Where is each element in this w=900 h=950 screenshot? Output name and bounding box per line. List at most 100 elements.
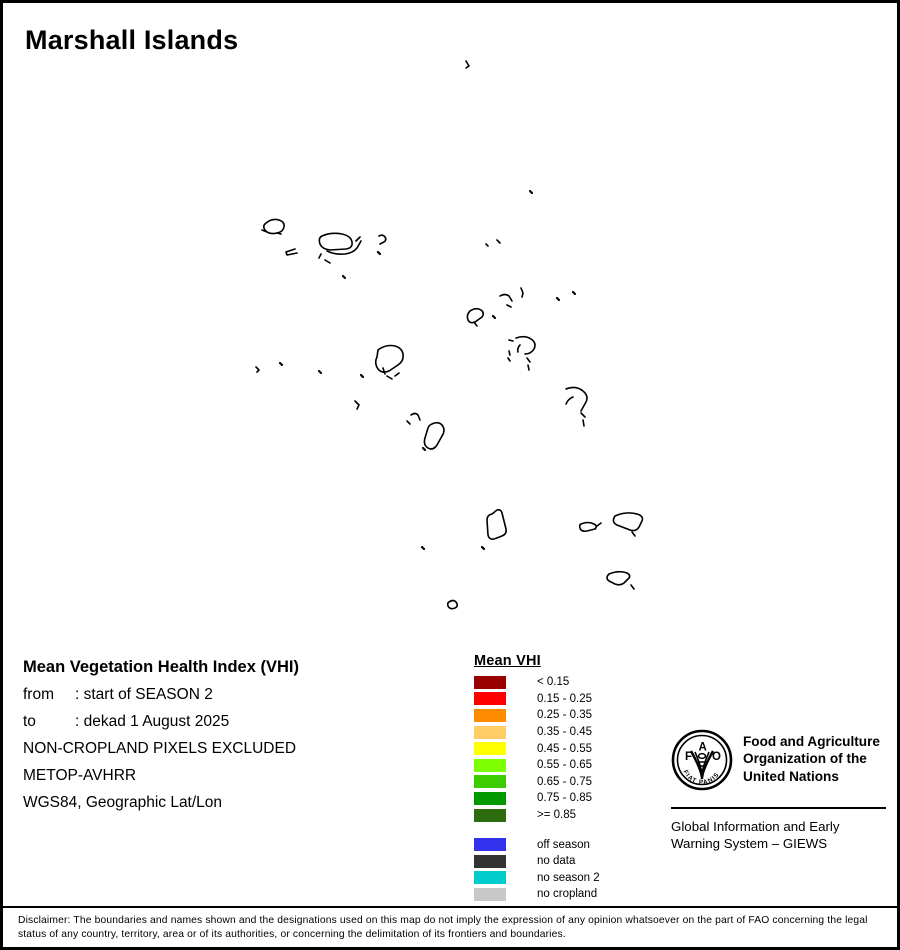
- legend-class-label: 0.75 - 0.85: [537, 792, 592, 805]
- atoll-arno: [480, 545, 486, 551]
- legend-class-label: 0.35 - 0.45: [537, 726, 592, 739]
- atoll-speck-e: [555, 296, 561, 302]
- giews-line-1: Global Information and Early: [671, 819, 840, 834]
- legend-class-row[interactable]: 0.55 - 0.65: [474, 757, 600, 774]
- legend-class-list: < 0.15 0.15 - 0.25 0.25 - 0.35 0.35 - 0.45 0…: [474, 674, 600, 823]
- legend-class-swatch: [474, 708, 506, 722]
- info-to-key: to: [23, 713, 36, 730]
- info-to-value: : dekad 1 August 2025: [75, 713, 230, 730]
- atoll-taongi: [528, 189, 534, 195]
- legend-class-label: 0.45 - 0.55: [537, 742, 592, 755]
- atoll-bikini: [318, 232, 353, 251]
- atoll-speck-d: [359, 373, 365, 379]
- legend: Mean VHI < 0.15 0.15 - 0.25 0.25 - 0.35 0.3…: [474, 653, 600, 903]
- legend-class-swatch: [474, 775, 506, 789]
- atoll-namu: [354, 400, 360, 410]
- legend-class-swatch: [474, 758, 506, 772]
- legend-class-row[interactable]: 0.45 - 0.55: [474, 740, 600, 757]
- legend-status-row[interactable]: no season 2: [474, 870, 600, 887]
- info-note: NON-CROPLAND PIXELS EXCLUDED: [23, 740, 297, 757]
- fao-org-line-1: Food and Agriculture: [743, 734, 880, 749]
- legend-class-row[interactable]: 0.75 - 0.85: [474, 790, 600, 807]
- atoll-jaluit: [423, 421, 445, 450]
- svg-text:O: O: [712, 751, 721, 763]
- atoll-speck-b: [341, 274, 347, 280]
- atoll-kwajalein: [374, 344, 404, 380]
- atoll-erikub: [507, 350, 511, 362]
- legend-class-label: 0.55 - 0.65: [537, 759, 592, 772]
- atoll-kili: [420, 545, 426, 551]
- legend-class-swatch: [474, 675, 506, 689]
- atoll-wotje: [565, 386, 588, 427]
- svg-text:F: F: [685, 751, 692, 763]
- legend-class-row[interactable]: 0.25 - 0.35: [474, 707, 600, 724]
- atoll-rongerik: [378, 234, 387, 245]
- info-from-key: from: [23, 686, 54, 703]
- fao-organization-name: Food and Agriculture Organization of the…: [743, 729, 880, 785]
- legend-status-row[interactable]: off season: [474, 836, 600, 853]
- atoll-arno-east: [606, 570, 635, 590]
- atoll-ailuk: [520, 287, 524, 298]
- legend-class-swatch: [474, 742, 506, 756]
- svg-text:A: A: [699, 742, 707, 754]
- disclaimer-divider: [3, 906, 897, 908]
- info-row-to: to : dekad 1 August 2025: [23, 713, 453, 731]
- map-vector-layer: [3, 58, 897, 628]
- fao-branding-block: F A O FIAT PANIS Food and Agriculture Or…: [671, 729, 886, 853]
- legend-class-label: 0.25 - 0.35: [537, 709, 592, 722]
- legend-status-label: no season 2: [537, 871, 600, 884]
- fao-divider: [671, 807, 886, 809]
- giews-line-2: Warning System – GIEWS: [671, 836, 828, 852]
- atoll-aur: [466, 307, 485, 327]
- atoll-bokak: [465, 60, 470, 69]
- legend-class-row[interactable]: 0.35 - 0.45: [474, 724, 600, 741]
- info-heading: Mean Vegetation Health Index (VHI): [23, 658, 299, 676]
- legend-status-label: no data: [537, 855, 576, 868]
- legend-status-list: off season no data no season 2 no cropland: [474, 836, 600, 902]
- map-canvas[interactable]: [3, 58, 897, 628]
- legend-class-swatch: [474, 692, 506, 706]
- legend-spacer: [474, 823, 600, 836]
- legend-status-row[interactable]: no data: [474, 853, 600, 870]
- atoll-majuro: [486, 509, 507, 540]
- fao-emblem-icon: F A O FIAT PANIS: [671, 729, 733, 796]
- info-row-from: from : start of SEASON 2: [23, 686, 453, 704]
- legend-class-row[interactable]: >= 0.85: [474, 807, 600, 824]
- atoll-ujelang: [255, 366, 260, 373]
- atoll-speck-a: [376, 250, 382, 256]
- atoll-wotho: [318, 253, 331, 264]
- legend-class-row[interactable]: < 0.15: [474, 674, 600, 691]
- legend-class-label: 0.15 - 0.25: [537, 692, 592, 705]
- giews-system-name: Global Information and Early Warning Sys…: [671, 818, 886, 853]
- legend-class-swatch: [474, 725, 506, 739]
- legend-status-swatch: [474, 871, 506, 885]
- legend-class-label: 0.65 - 0.75: [537, 775, 592, 788]
- atoll-knox: [578, 521, 602, 532]
- atoll-utirik: [485, 239, 501, 247]
- fao-org-line-2: Organization of the: [743, 751, 867, 767]
- legend-class-row[interactable]: 0.15 - 0.25: [474, 691, 600, 708]
- atoll-outlines: [255, 60, 644, 610]
- legend-status-row[interactable]: no cropland: [474, 886, 600, 903]
- atoll-mili: [612, 512, 644, 537]
- atoll-ebon: [446, 599, 459, 610]
- fao-logo-row: F A O FIAT PANIS Food and Agriculture Or…: [671, 729, 886, 796]
- atoll-ailinglaplap: [406, 412, 421, 425]
- legend-class-swatch: [474, 791, 506, 805]
- legend-status-label: no cropland: [537, 888, 598, 901]
- legend-class-label: < 0.15: [537, 676, 570, 689]
- atoll-lib: [317, 369, 323, 375]
- legend-status-swatch: [474, 854, 506, 868]
- atoll-enewetak: [261, 218, 285, 235]
- legend-class-row[interactable]: 0.65 - 0.75: [474, 774, 600, 791]
- info-sensor: METOP-AVHRR: [23, 767, 137, 784]
- disclaimer-text: Disclaimer: The boundaries and names sho…: [18, 915, 868, 941]
- atoll-maloelap: [508, 335, 536, 371]
- legend-class-swatch: [474, 808, 506, 822]
- legend-status-swatch: [474, 887, 506, 901]
- legend-class-label: >= 0.85: [537, 809, 577, 822]
- atoll-jemo: [491, 314, 497, 320]
- info-from-value: : start of SEASON 2: [75, 686, 213, 703]
- page-title: Marshall Islands: [25, 25, 239, 55]
- info-projection: WGS84, Geographic Lat/Lon: [23, 794, 223, 811]
